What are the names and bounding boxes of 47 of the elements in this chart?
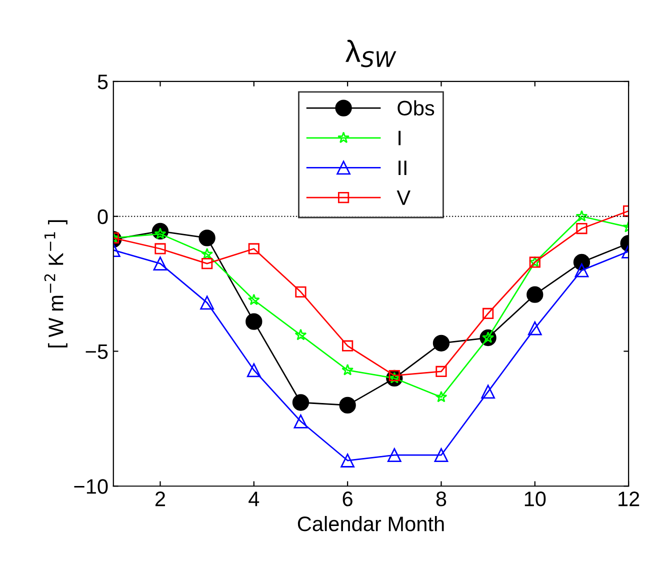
point bbox=[201, 248, 214, 260]
point bbox=[339, 396, 356, 414]
legend-label: Obs bbox=[398, 100, 434, 116]
point bbox=[292, 394, 310, 411]
x-tick-label: 10 bbox=[524, 492, 546, 506]
point bbox=[482, 308, 494, 320]
point bbox=[295, 286, 306, 298]
point bbox=[387, 448, 402, 462]
point bbox=[294, 414, 308, 428]
x-tick-label: 8 bbox=[436, 492, 446, 506]
x-tick-label: 6 bbox=[342, 492, 352, 506]
point bbox=[154, 243, 166, 254]
point bbox=[436, 366, 447, 378]
y-tick-label: 0 bbox=[98, 209, 108, 224]
point bbox=[246, 313, 262, 330]
x-axis-title: Calendar Month bbox=[298, 516, 444, 532]
point bbox=[432, 334, 450, 352]
point bbox=[435, 390, 448, 402]
point bbox=[294, 328, 307, 340]
point bbox=[526, 286, 544, 303]
chart-title: λ$_{SW}$ bbox=[346, 40, 396, 68]
x-tick-label: 2 bbox=[155, 492, 165, 506]
y-tick-label: −10 bbox=[74, 479, 108, 494]
legend-label: I bbox=[398, 130, 401, 146]
point bbox=[340, 454, 355, 468]
point bbox=[246, 363, 261, 378]
point bbox=[342, 340, 354, 352]
point bbox=[198, 230, 216, 246]
point bbox=[434, 448, 448, 462]
point bbox=[576, 222, 588, 234]
x-tick-label: 12 bbox=[618, 492, 640, 506]
x-tick-label: 4 bbox=[248, 492, 260, 506]
y-tick-label: −5 bbox=[86, 344, 108, 360]
y-tick-label: 5 bbox=[98, 74, 108, 90]
point bbox=[248, 243, 260, 254]
point bbox=[528, 321, 542, 336]
legend-label: V bbox=[396, 190, 410, 205]
point bbox=[574, 263, 589, 278]
point bbox=[342, 364, 354, 376]
y-axis-title: [ W m$^{−2}$ K$^{−1}$ ] bbox=[44, 220, 68, 348]
point bbox=[202, 258, 213, 270]
point bbox=[481, 384, 496, 399]
point bbox=[576, 210, 588, 222]
point bbox=[248, 294, 260, 306]
point bbox=[153, 256, 168, 271]
point bbox=[200, 296, 214, 310]
legend-label: II bbox=[398, 160, 406, 176]
